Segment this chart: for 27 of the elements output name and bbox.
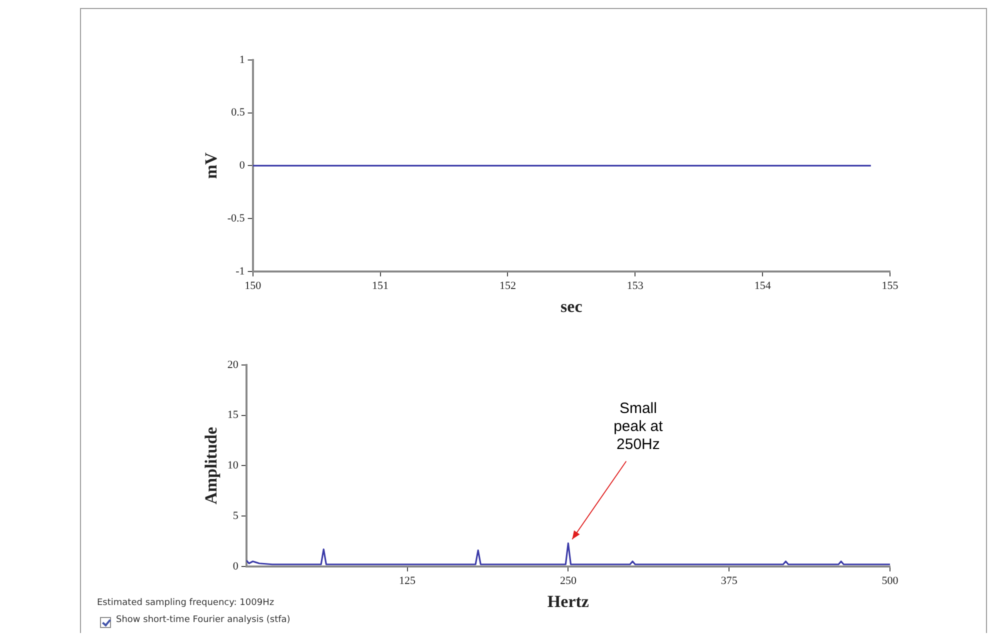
x-axis-title: Hertz: [547, 592, 590, 612]
y-tick-label: 5: [232, 510, 239, 522]
y-tick-label: 15: [227, 409, 239, 422]
annotation: Small peak at 250Hz: [614, 400, 664, 454]
x-tick-label: 152: [499, 280, 516, 292]
y-axis-title: Amplitude: [202, 426, 221, 504]
y-tick-label: 0: [239, 160, 246, 172]
x-axis-title: sec: [560, 297, 583, 316]
x-tick-label: 154: [754, 280, 772, 292]
text: Show short-time Fourier analysis (stfa): [116, 615, 290, 625]
x-tick-label: 500: [882, 574, 899, 587]
x-tick-label: 250: [560, 574, 577, 587]
y-tick-label: -1: [236, 265, 245, 278]
x-tick-label: 375: [720, 574, 738, 587]
x-tick-label: 153: [626, 280, 644, 292]
y-axis-title: mV: [202, 152, 221, 179]
y-tick-label: 1: [239, 54, 245, 66]
y-tick-label: 10: [227, 460, 239, 472]
x-tick-label: 125: [399, 574, 416, 587]
y-tick-label: 20: [227, 358, 239, 371]
x-tick-label: 155: [882, 280, 899, 292]
x-tick-label: 150: [244, 280, 262, 292]
y-tick-label: 0: [232, 560, 239, 572]
y-tick-label: 0.5: [231, 106, 246, 119]
x-tick-label: 151: [372, 280, 388, 292]
text: Estimated sampling frequency: 1009Hz: [97, 598, 274, 608]
y-tick-label: -0.5: [227, 212, 246, 224]
